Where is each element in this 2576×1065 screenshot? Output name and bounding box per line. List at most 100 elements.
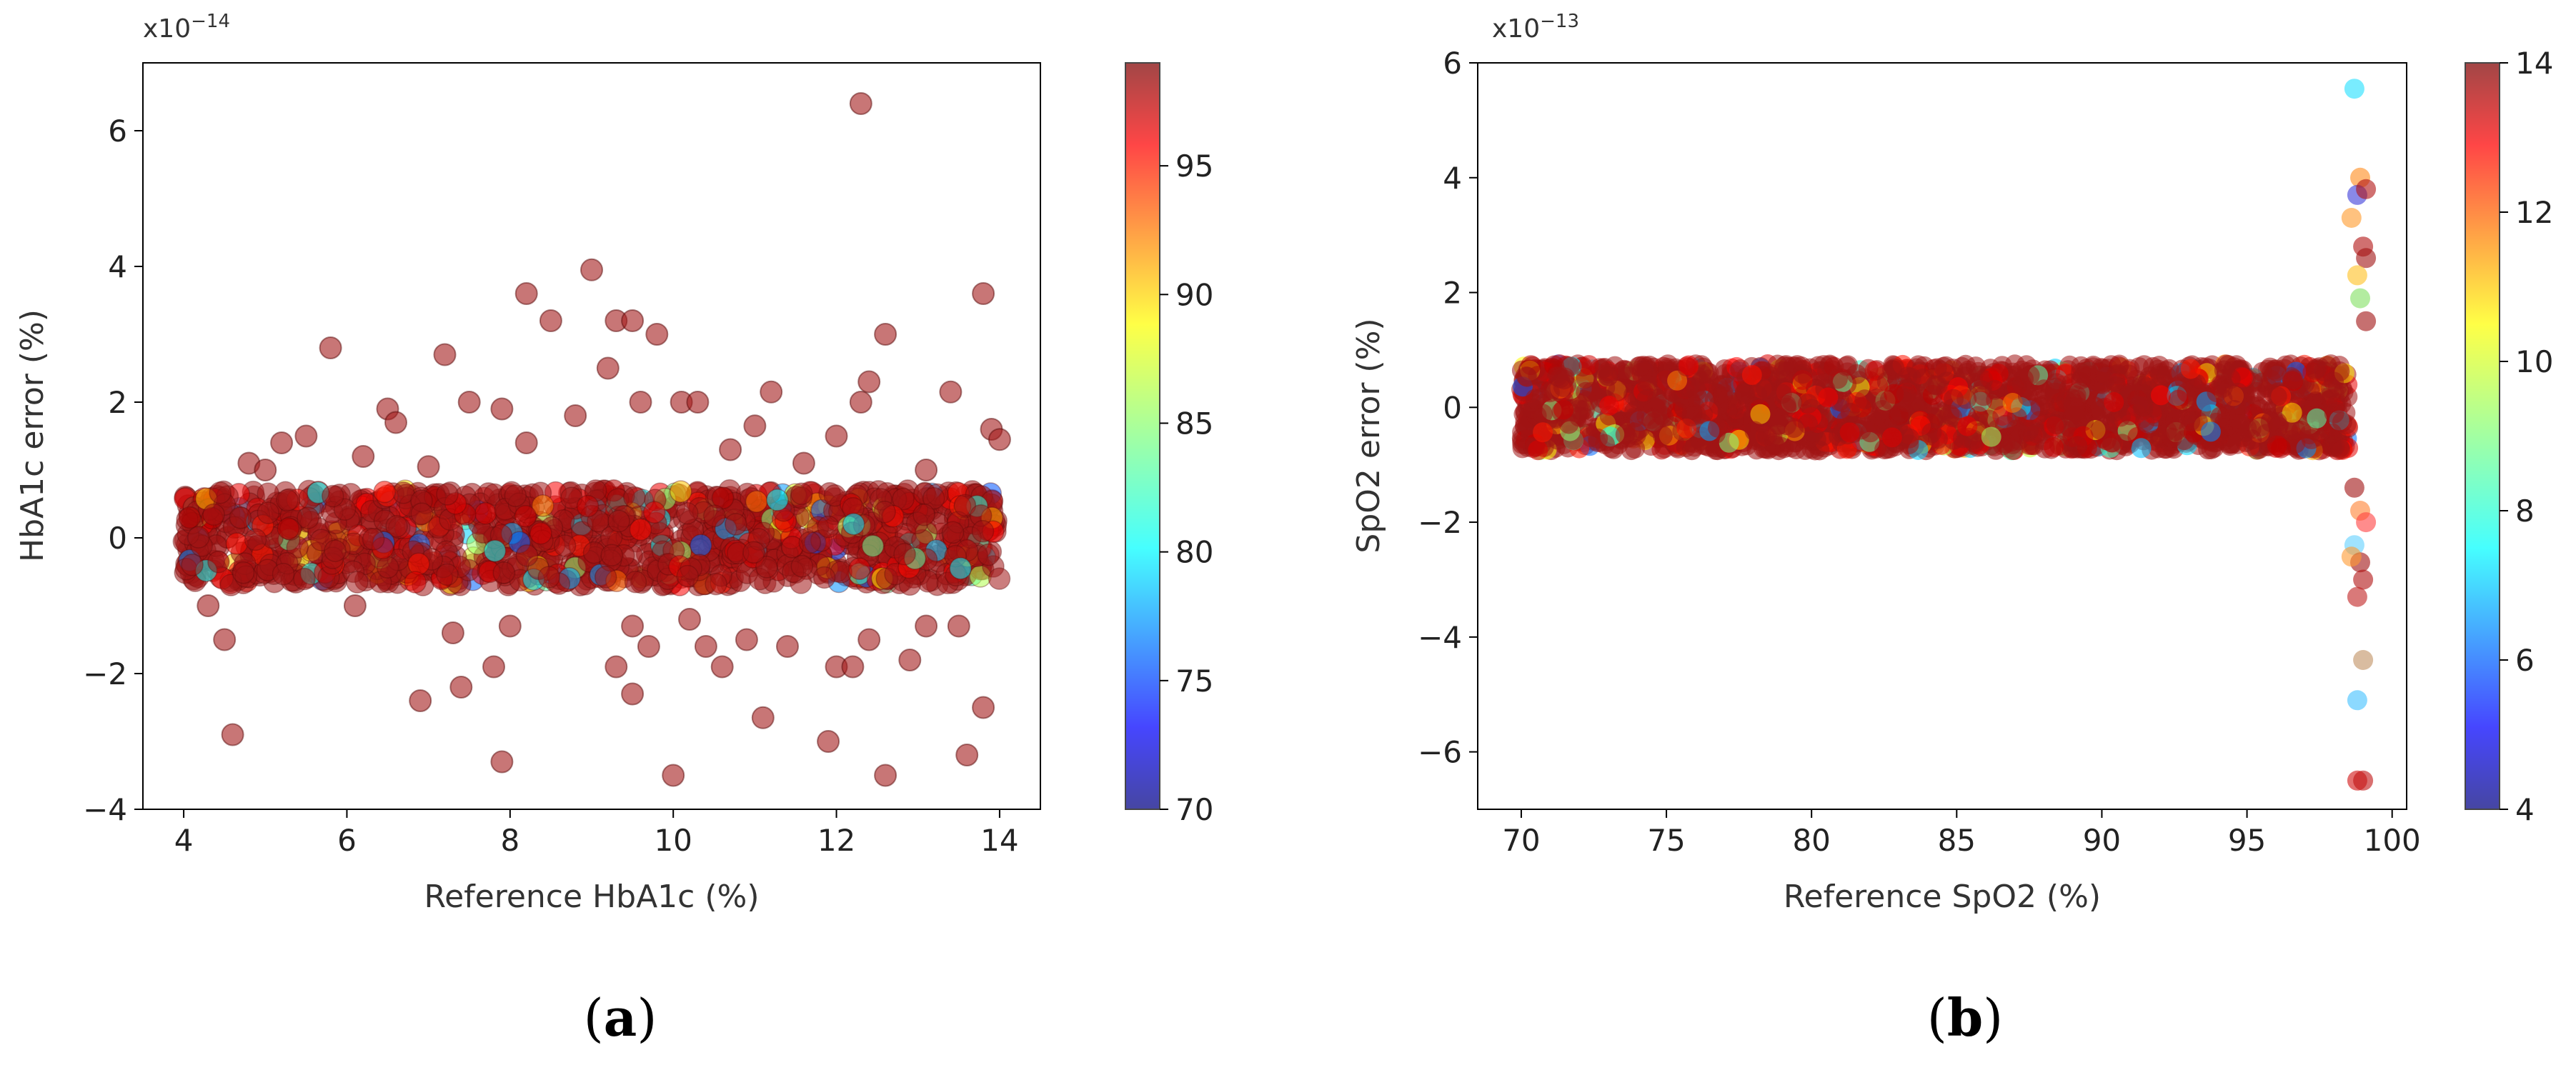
b-band-point	[2283, 369, 2304, 389]
a-band-point	[202, 503, 225, 526]
b-band-point	[2133, 396, 2154, 416]
a-band-point	[492, 561, 516, 584]
b-y-tick-label: −2	[1418, 505, 1462, 540]
b-band-point	[1881, 427, 1902, 448]
a-y-ticks: −4 −2 0 2 4 6	[83, 114, 143, 827]
b-band-point	[1550, 368, 1571, 389]
a-data-point	[319, 336, 342, 359]
a-y-tick-label: 4	[108, 249, 127, 284]
b-colorbar-tick-label: 6	[2515, 643, 2535, 678]
b-band-point	[2104, 392, 2124, 412]
a-data-point	[849, 391, 872, 414]
b-data-point	[2356, 248, 2377, 269]
a-data-point	[972, 696, 995, 719]
a-band-point	[244, 528, 267, 551]
a-data-point	[857, 370, 881, 394]
b-colorbar-tick-label: 4	[2515, 792, 2535, 827]
b-band-point	[1667, 370, 1688, 391]
b-band-point	[1578, 355, 1599, 376]
b-band-point	[2002, 434, 2023, 454]
b-band-point	[1621, 440, 1641, 461]
a-data-point	[490, 397, 514, 421]
b-band-point	[2332, 411, 2352, 432]
a-band-point	[848, 557, 871, 581]
b-band-point	[1615, 424, 1636, 445]
a-band-point	[483, 539, 507, 562]
a-band-point	[232, 561, 255, 584]
a-band-point	[873, 500, 896, 524]
b-band-point	[1806, 429, 1826, 450]
b-colorbar-tick-label: 10	[2515, 344, 2553, 379]
b-x-tick-label: 80	[1792, 823, 1830, 858]
b-band-point	[1882, 359, 1902, 380]
b-x-axis-label: Reference SpO2 (%)	[1784, 879, 2101, 915]
a-band-point	[912, 504, 935, 526]
a-band-point	[321, 484, 344, 508]
b-data-point	[2353, 770, 2374, 791]
a-colorbar-tick-label: 95	[1175, 149, 1213, 184]
b-band-point	[1647, 389, 1668, 409]
b-band-point	[1944, 389, 1964, 409]
a-band-point	[529, 521, 552, 545]
b-colorbar	[2465, 62, 2500, 810]
a-panel-label: (a)	[584, 987, 657, 1048]
a-band-point	[229, 506, 252, 529]
b-multiplier: x10−13	[1492, 11, 1579, 44]
a-band-point	[607, 509, 630, 533]
b-band-point	[1942, 406, 1963, 427]
a-data-point	[596, 356, 620, 380]
a-data-point	[605, 655, 628, 679]
a-colorbar	[1125, 62, 1160, 810]
a-band-point	[594, 566, 617, 589]
b-band-point	[2301, 429, 2322, 449]
b-band-point	[1599, 396, 1619, 416]
b-band-point	[2282, 402, 2302, 423]
b-band-point	[2180, 359, 2201, 379]
a-colorbar-tick-label: 75	[1175, 664, 1213, 699]
b-band-point	[2210, 406, 2231, 427]
b-y-tick-label: 4	[1443, 161, 1462, 196]
b-data-point	[2347, 586, 2367, 607]
a-band-point	[745, 490, 768, 513]
a-band-point	[711, 486, 735, 509]
a-data-point	[988, 428, 1011, 451]
a-data-point	[947, 614, 970, 638]
a-data-point	[751, 706, 775, 729]
b-band-point	[2267, 386, 2287, 406]
a-colorbar-tick-label: 70	[1175, 792, 1213, 827]
a-band-point	[742, 541, 765, 564]
b-band-point	[1624, 401, 1645, 421]
b-band-point	[2044, 436, 2064, 457]
a-band-point	[385, 515, 408, 538]
a-band-point	[643, 501, 666, 524]
a-data-point	[637, 635, 660, 658]
b-band-point	[2151, 385, 2171, 406]
a-band-point	[624, 571, 647, 594]
b-data-point	[2344, 477, 2364, 498]
a-data-point	[825, 424, 848, 448]
a-data-point	[645, 323, 669, 346]
a-band-point	[178, 506, 202, 529]
a-dense-band	[172, 479, 1011, 597]
a-data-point	[792, 451, 815, 475]
b-band-point	[1581, 381, 1602, 402]
a-data-point	[849, 92, 872, 115]
a-y-tick-label: 2	[108, 385, 127, 420]
b-data-point	[2341, 546, 2362, 567]
a-band-point	[293, 567, 316, 591]
b-band-point	[2305, 359, 2326, 380]
b-band-point	[2112, 434, 2133, 454]
b-band-point	[1734, 384, 1755, 404]
a-x-tick-label: 14	[980, 823, 1018, 858]
a-data-point	[490, 750, 514, 774]
b-band-point	[1594, 358, 1615, 378]
a-data-point	[270, 431, 294, 454]
a-colorbar-tick-label: 80	[1175, 535, 1213, 570]
a-band-point	[953, 494, 977, 517]
b-band-point	[2017, 386, 2038, 406]
b-band-point	[2094, 371, 2115, 392]
b-y-tick-label: −4	[1418, 620, 1462, 655]
b-band-point	[1516, 366, 1536, 386]
b-band-point	[1628, 356, 1649, 377]
